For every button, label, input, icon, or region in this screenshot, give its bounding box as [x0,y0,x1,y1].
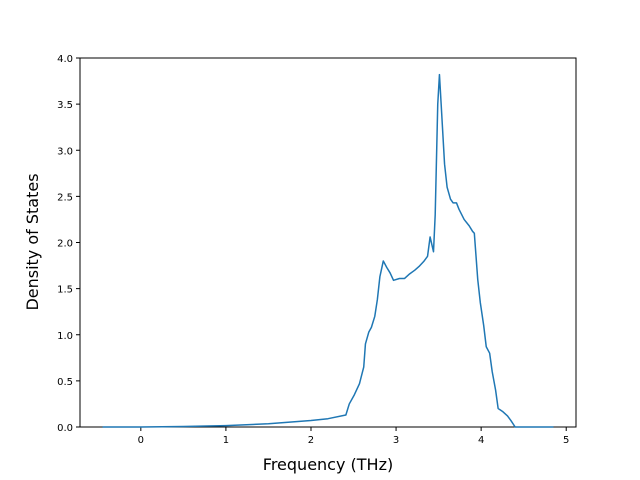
y-tick-label: 4.0 [57,54,73,65]
line [102,73,554,428]
x-tick-label: 5 [563,435,569,446]
y-tick-label: 1.0 [57,331,73,342]
y-axis-label: Density of States [23,173,42,310]
y-tick-label: 2.0 [57,239,73,250]
y-tick-label: 0.0 [57,423,73,434]
x-tick-label: 1 [223,435,229,446]
x-axis-label: Frequency (THz) [263,455,393,474]
x-tick-label: 0 [138,435,144,446]
y-tick-label: 2.5 [57,192,73,203]
x-tick-label: 3 [393,435,399,446]
y-tick-label: 3.0 [57,146,73,157]
x-tick-label: 4 [478,435,484,446]
x-tick-label: 2 [308,435,314,446]
plot-frame [79,57,577,428]
y-tick-label: 3.5 [57,100,73,111]
y-tick-label: 0.5 [57,377,73,388]
y-tick-label: 1.5 [57,285,73,296]
